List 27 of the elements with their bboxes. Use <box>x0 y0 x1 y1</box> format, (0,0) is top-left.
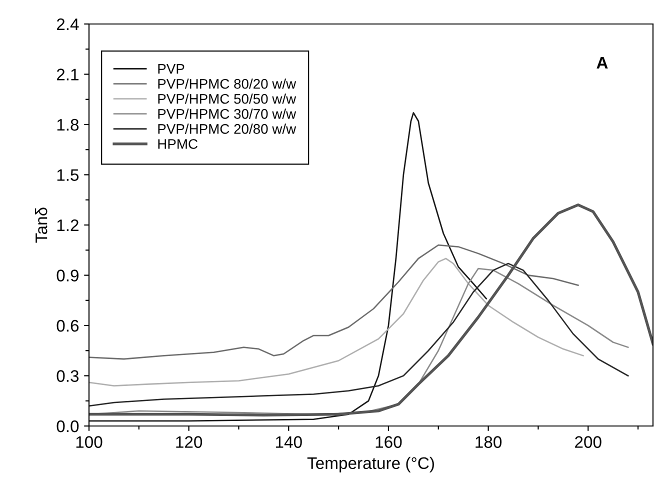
y-axis-title: Tanδ <box>35 208 48 243</box>
y-tick-label: 1.5 <box>57 169 79 181</box>
line-series <box>89 244 579 360</box>
line-series <box>89 204 653 417</box>
legend-label: HPMC <box>158 139 198 149</box>
x-tick-label: 200 <box>575 436 602 448</box>
x-tick-label: 100 <box>76 436 102 448</box>
y-tick-label: 0.6 <box>56 320 79 332</box>
y-tick-label: 0.9 <box>56 270 78 282</box>
legend-label: PVP <box>158 64 184 74</box>
legend-label: PVP/HPMC 20/80 w/w <box>158 124 296 134</box>
x-tick-label: 180 <box>476 436 502 448</box>
legend-label: PVP/HPMC 30/70 w/w <box>158 108 296 119</box>
x-tick-label: 120 <box>176 436 202 448</box>
x-axis-title: Temperature (°C) <box>307 456 434 472</box>
y-tick-label: 0.0 <box>56 420 79 432</box>
x-tick-label: 160 <box>376 436 402 448</box>
y-tick-label: 1.8 <box>57 118 79 131</box>
y-tick-label: 0.3 <box>56 370 79 382</box>
legend-label: PVP/HPMC 80/20 w/w <box>158 78 296 89</box>
legend-label: PVP/HPMC 50/50 w/w <box>158 94 296 104</box>
y-tick-label: 2.4 <box>56 18 79 30</box>
y-tick-label: 1.2 <box>57 219 78 232</box>
line-series <box>89 258 584 386</box>
x-tick-label: 140 <box>276 436 302 448</box>
y-tick-label: 2.1 <box>56 68 78 80</box>
annotation: A <box>596 57 608 69</box>
